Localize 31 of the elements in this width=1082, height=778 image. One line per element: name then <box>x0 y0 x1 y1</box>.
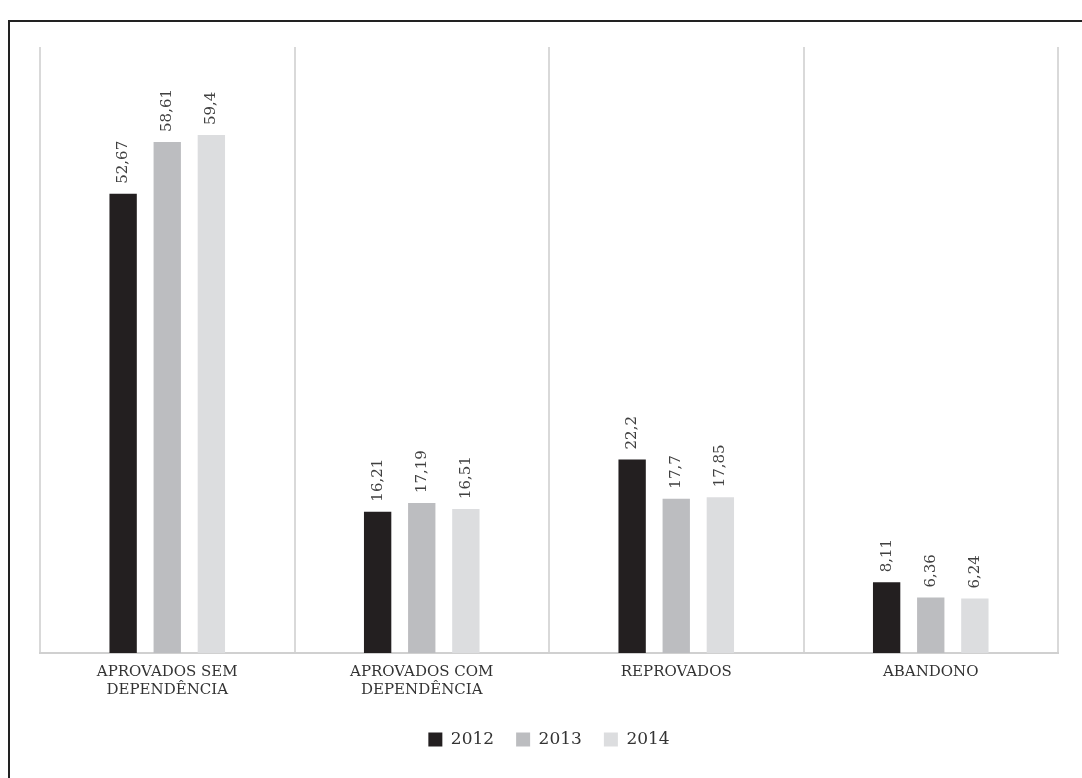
bar <box>363 511 392 653</box>
data-label: 16,51 <box>455 456 474 500</box>
bar <box>408 503 436 653</box>
bar <box>452 509 480 653</box>
legend-label: 2012 <box>450 727 495 748</box>
legend-label: 2013 <box>538 727 582 748</box>
bar <box>109 193 137 653</box>
x-tick-label: REPROVADOS <box>620 661 732 680</box>
x-tick-label: APROVADOS COM DEPENDÊNCIA <box>349 661 494 698</box>
bar <box>706 497 735 653</box>
data-label: 17,85 <box>710 444 729 488</box>
data-label: 58,61 <box>157 88 176 132</box>
bar <box>618 459 646 653</box>
bar <box>197 135 226 653</box>
data-label: 8,11 <box>876 538 895 573</box>
data-label: 17,19 <box>411 450 430 494</box>
data-label: 22,2 <box>622 416 641 450</box>
bar <box>662 498 690 653</box>
data-label: 52,67 <box>113 140 132 184</box>
data-label: 16,21 <box>367 458 386 502</box>
data-label: 17,7 <box>666 455 685 489</box>
bar <box>872 582 901 653</box>
data-label: 6,36 <box>920 554 939 588</box>
legend-label: 2014 <box>626 727 670 748</box>
x-tick-label: APROVADOS SEM DEPENDÊNCIA <box>95 661 238 698</box>
data-label: 6,24 <box>964 555 983 589</box>
bar <box>961 598 989 653</box>
bar <box>153 141 181 653</box>
bar <box>917 597 945 653</box>
data-label: 59,4 <box>201 91 220 126</box>
x-tick-label: ABANDONO <box>881 661 979 680</box>
